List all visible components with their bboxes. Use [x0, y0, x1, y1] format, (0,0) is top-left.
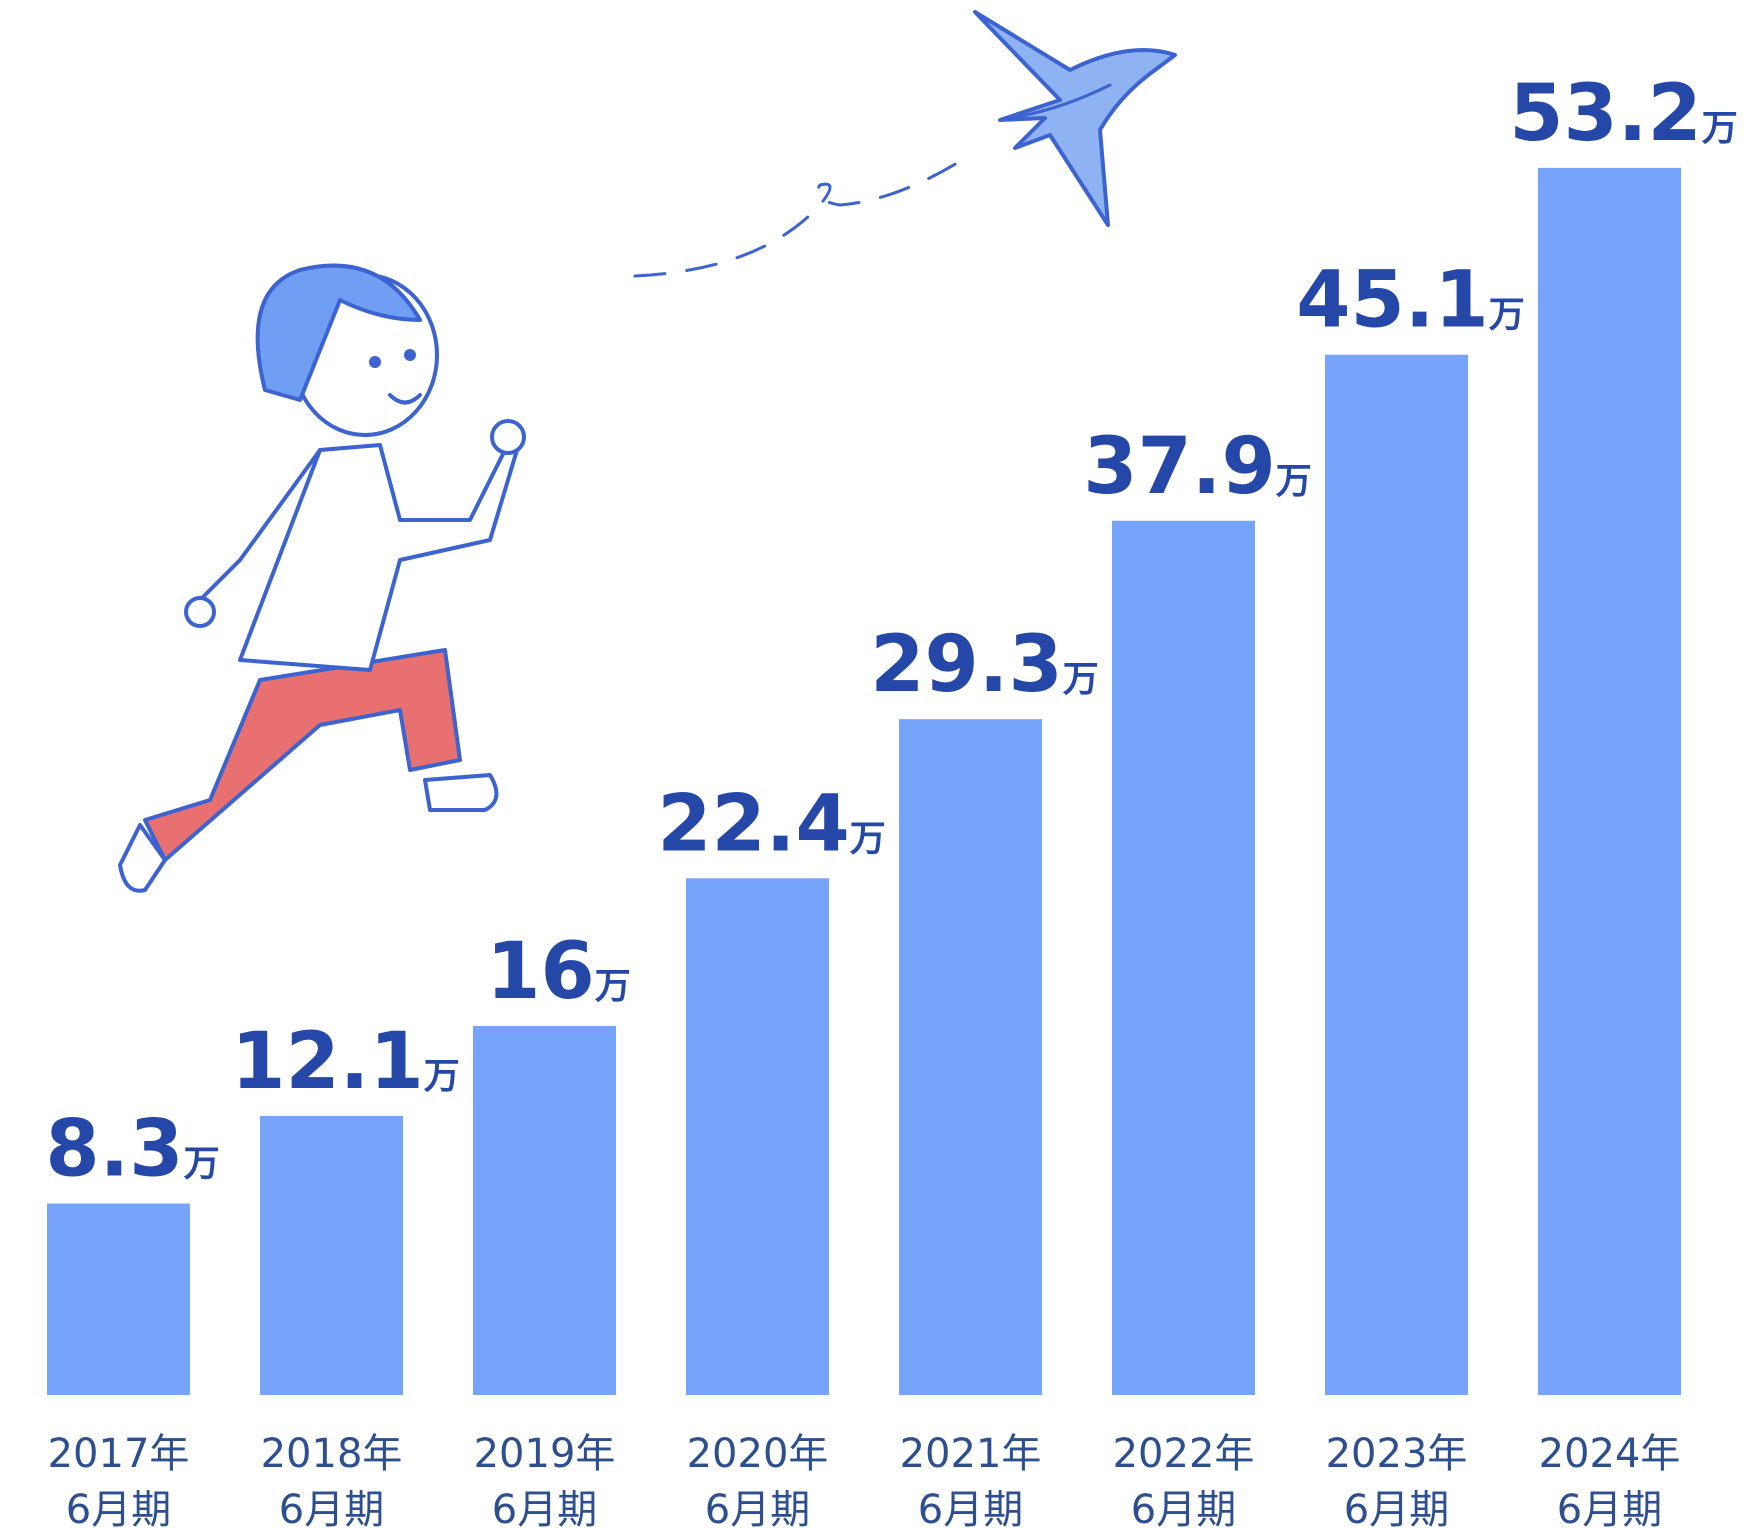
- value-label: 12.1万: [231, 1017, 459, 1107]
- bar: [473, 1025, 616, 1395]
- x-tick-label: 2022年: [1113, 1431, 1255, 1477]
- value-label: 53.2万: [1509, 69, 1737, 159]
- x-tick-label: 6月期: [1131, 1487, 1236, 1528]
- x-tick-label: 2023年: [1326, 1431, 1468, 1477]
- value-label: 37.9万: [1083, 422, 1311, 512]
- value-label: 16万: [486, 927, 631, 1017]
- illustration: [118, 10, 1177, 893]
- bar: [1325, 354, 1468, 1395]
- bar: [686, 878, 829, 1395]
- x-tick-label: 2024年: [1539, 1431, 1681, 1477]
- bar: [1112, 520, 1255, 1395]
- bar: [899, 719, 1042, 1395]
- x-tick-label: 2019年: [474, 1431, 616, 1477]
- x-tick-label: 6月期: [705, 1487, 810, 1528]
- bar: [47, 1203, 190, 1395]
- bar: [260, 1115, 403, 1395]
- value-label: 22.4万: [657, 779, 885, 869]
- x-tick-label: 6月期: [918, 1487, 1023, 1528]
- x-tick-label: 6月期: [66, 1487, 171, 1528]
- x-tick-label: 6月期: [1557, 1487, 1662, 1528]
- x-tick-label: 2020年: [687, 1431, 829, 1477]
- x-tick-label: 6月期: [1344, 1487, 1449, 1528]
- x-tick-label: 6月期: [492, 1487, 597, 1528]
- value-label: 45.1万: [1296, 256, 1524, 346]
- x-tick-label: 2017年: [48, 1431, 190, 1477]
- x-tick-label: 2021年: [900, 1431, 1042, 1477]
- x-tick-label: 6月期: [279, 1487, 384, 1528]
- x-tick-label: 2018年: [261, 1431, 403, 1477]
- bar: [1538, 167, 1681, 1396]
- value-label: 29.3万: [870, 620, 1098, 710]
- value-label: 8.3万: [45, 1105, 219, 1195]
